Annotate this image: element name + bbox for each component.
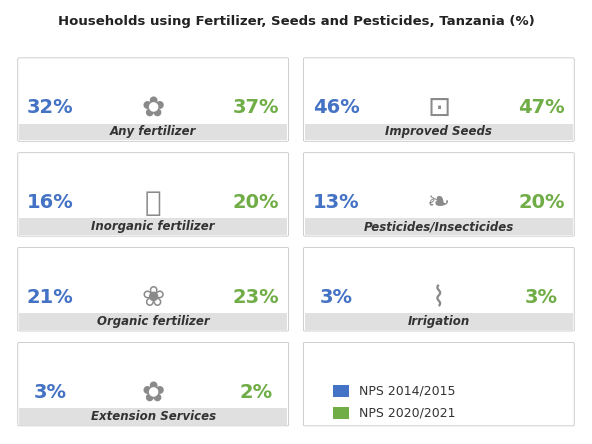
FancyBboxPatch shape	[333, 385, 349, 397]
Text: ❧: ❧	[427, 189, 451, 217]
Text: Improved Seeds: Improved Seeds	[385, 126, 493, 139]
Text: 37%: 37%	[233, 99, 279, 118]
FancyBboxPatch shape	[304, 313, 573, 330]
Text: Pesticides/Insecticides: Pesticides/Insecticides	[363, 220, 514, 234]
Text: 21%: 21%	[27, 288, 74, 307]
FancyBboxPatch shape	[19, 218, 288, 235]
Text: 47%: 47%	[519, 99, 565, 118]
FancyBboxPatch shape	[304, 58, 574, 141]
Text: Organic fertilizer: Organic fertilizer	[97, 315, 210, 328]
Text: ❀: ❀	[141, 284, 165, 312]
Text: ✿: ✿	[141, 94, 165, 122]
Text: Irrigation: Irrigation	[408, 315, 470, 328]
Text: 20%: 20%	[233, 193, 279, 212]
FancyBboxPatch shape	[333, 407, 349, 419]
Text: 32%: 32%	[27, 99, 73, 118]
Text: Any fertilizer: Any fertilizer	[110, 126, 197, 139]
Text: ⛲: ⛲	[145, 189, 162, 217]
Text: NPS 2014/2015: NPS 2014/2015	[359, 384, 456, 397]
FancyBboxPatch shape	[19, 408, 288, 425]
Text: ⌇: ⌇	[432, 284, 446, 312]
Text: 2%: 2%	[239, 383, 272, 402]
FancyBboxPatch shape	[304, 218, 573, 235]
FancyBboxPatch shape	[304, 153, 574, 236]
Text: Households using Fertilizer, Seeds and Pesticides, Tanzania (%): Households using Fertilizer, Seeds and P…	[57, 15, 535, 28]
FancyBboxPatch shape	[18, 248, 288, 331]
Text: 16%: 16%	[27, 193, 74, 212]
FancyBboxPatch shape	[18, 153, 288, 236]
Text: 3%: 3%	[34, 383, 67, 402]
Text: ⊡: ⊡	[427, 94, 451, 122]
Text: 3%: 3%	[525, 288, 558, 307]
FancyBboxPatch shape	[18, 342, 288, 426]
FancyBboxPatch shape	[304, 123, 573, 140]
Text: 13%: 13%	[313, 193, 359, 212]
FancyBboxPatch shape	[304, 248, 574, 331]
Text: 46%: 46%	[313, 99, 359, 118]
Text: ✿: ✿	[141, 379, 165, 407]
Text: Inorganic fertilizer: Inorganic fertilizer	[91, 220, 215, 234]
Text: 3%: 3%	[320, 288, 352, 307]
FancyBboxPatch shape	[19, 313, 288, 330]
FancyBboxPatch shape	[304, 342, 574, 426]
Text: 20%: 20%	[519, 193, 565, 212]
Text: NPS 2020/2021: NPS 2020/2021	[359, 406, 456, 419]
Text: 23%: 23%	[233, 288, 279, 307]
FancyBboxPatch shape	[18, 58, 288, 141]
Text: Extension Services: Extension Services	[91, 410, 215, 423]
FancyBboxPatch shape	[19, 123, 288, 140]
